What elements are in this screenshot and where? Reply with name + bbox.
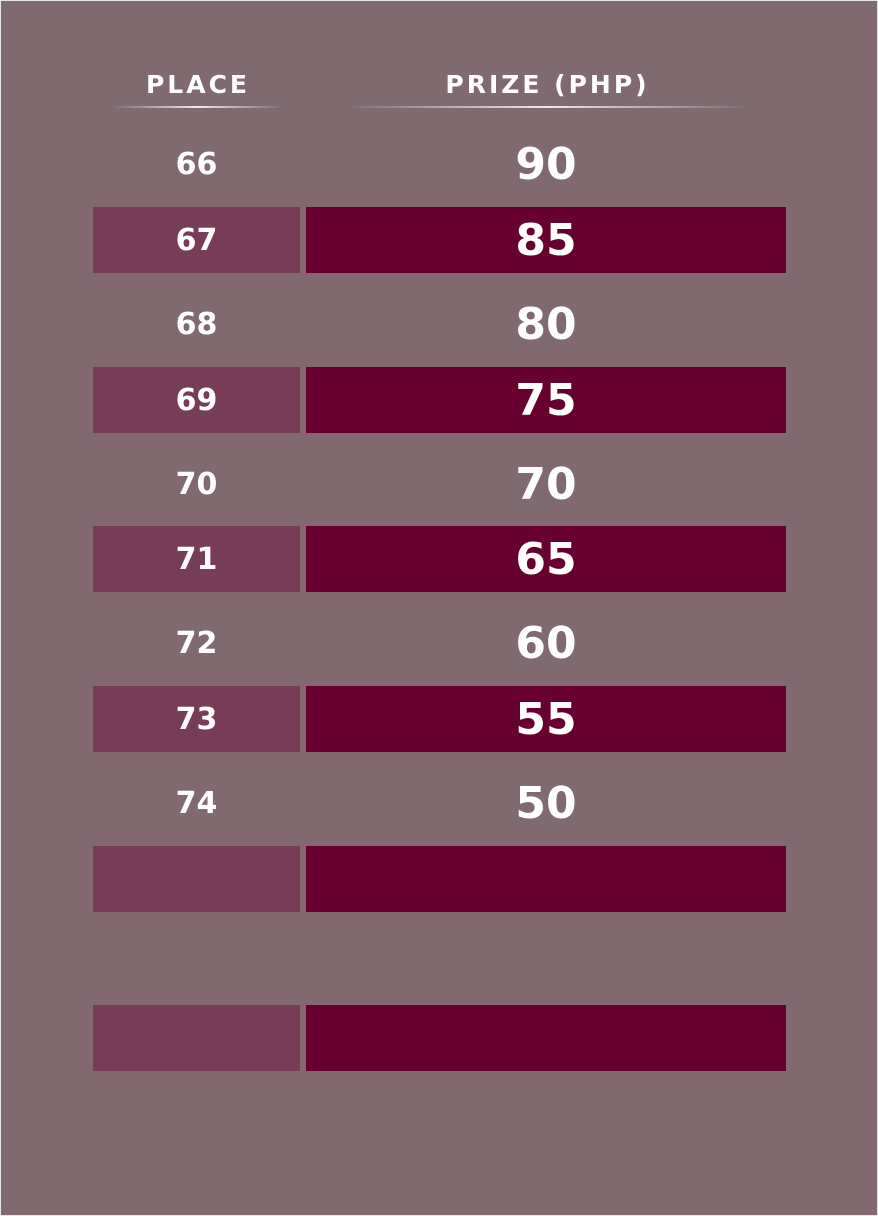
table-row (0, 846, 878, 912)
prize-cell: 80 (515, 298, 577, 350)
prize-header-label: PRIZE (PHP) (445, 70, 650, 99)
place-column-header: PLACE (113, 66, 283, 110)
prize-header-underline (345, 106, 750, 108)
place-cell: 73 (93, 686, 300, 752)
table-row: 70 70 (0, 451, 878, 517)
table-row: 66 90 (0, 131, 878, 197)
table-row: 67 85 (0, 207, 878, 273)
place-header-label: PLACE (145, 70, 251, 99)
place-cell (93, 929, 300, 995)
place-cell: 74 (175, 785, 218, 821)
place-cell (93, 1005, 300, 1071)
table-row: 74 50 (0, 770, 878, 836)
prize-cell (306, 846, 786, 912)
prize-cell: 75 (306, 367, 786, 433)
prize-cell: 85 (306, 207, 786, 273)
table-row: 69 75 (0, 367, 878, 433)
table-row: 72 60 (0, 610, 878, 676)
place-cell: 66 (175, 146, 218, 182)
place-header-underline (113, 106, 283, 108)
prize-cell: 65 (306, 526, 786, 592)
table-row (0, 929, 878, 995)
place-cell: 71 (93, 526, 300, 592)
prize-cell (306, 1005, 786, 1071)
table-row: 68 80 (0, 291, 878, 357)
place-cell: 72 (175, 625, 218, 661)
place-cell: 69 (93, 367, 300, 433)
prize-cell: 60 (515, 617, 577, 669)
prize-cell: 55 (306, 686, 786, 752)
table-row (0, 1005, 878, 1071)
table-row: 71 65 (0, 526, 878, 592)
place-cell: 68 (175, 306, 218, 342)
prize-cell: 90 (515, 138, 577, 190)
prize-cell: 70 (515, 458, 577, 510)
prize-column-header: PRIZE (PHP) (345, 66, 750, 110)
table-row: 73 55 (0, 686, 878, 752)
place-cell: 67 (93, 207, 300, 273)
prize-cell (306, 929, 786, 995)
place-cell: 70 (175, 466, 218, 502)
place-cell (93, 846, 300, 912)
prize-cell: 50 (515, 777, 577, 829)
